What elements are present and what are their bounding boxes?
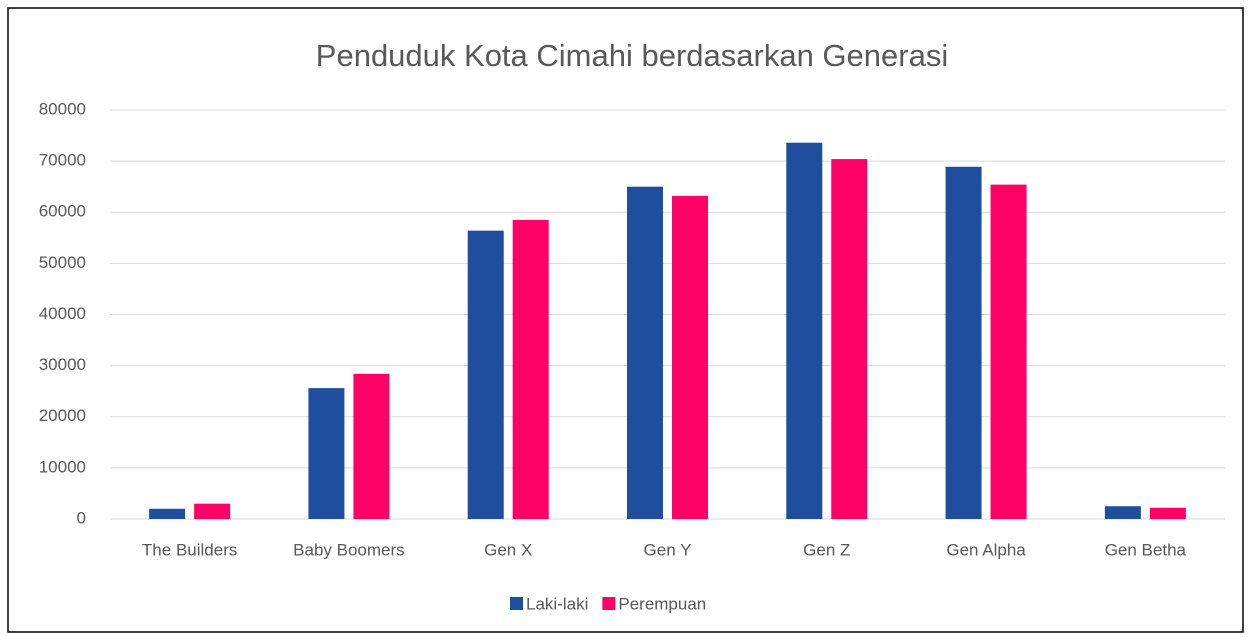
y-tick-label: 10000 — [39, 457, 86, 476]
legend-label: Perempuan — [618, 594, 706, 613]
bar — [1104, 506, 1141, 519]
y-tick-label: 0 — [77, 508, 86, 527]
y-tick-label: 40000 — [39, 304, 86, 323]
y-tick-label: 30000 — [39, 355, 86, 374]
x-tick-label: Gen Betha — [1105, 540, 1187, 559]
legend-label: Laki-laki — [526, 594, 588, 613]
x-tick-label: Baby Boomers — [293, 540, 405, 559]
bar — [353, 373, 390, 519]
x-tick-label: Gen Z — [803, 540, 850, 559]
bar — [945, 166, 982, 519]
bar — [512, 219, 549, 519]
bar — [308, 388, 345, 519]
y-tick-label: 80000 — [39, 99, 86, 118]
bar — [194, 503, 231, 519]
y-tick-label: 70000 — [39, 151, 86, 170]
legend-swatch — [510, 597, 523, 610]
bar — [831, 159, 868, 519]
y-tick-label: 60000 — [39, 202, 86, 221]
bar — [672, 195, 708, 519]
bar — [627, 186, 663, 519]
bar — [467, 230, 504, 519]
y-tick-label: 50000 — [39, 253, 86, 272]
bar — [786, 142, 823, 519]
bar — [149, 508, 186, 519]
y-tick-label: 20000 — [39, 406, 86, 425]
legend-swatch — [602, 597, 616, 610]
x-tick-label: Gen X — [484, 540, 532, 559]
bar — [1149, 507, 1186, 519]
x-tick-label: Gen Alpha — [946, 540, 1026, 559]
bar — [990, 184, 1027, 519]
chart-title: Penduduk Kota Cimahi berdasarkan Generas… — [316, 38, 948, 73]
x-tick-label: The Builders — [142, 540, 237, 559]
x-tick-label: Gen Y — [644, 540, 692, 559]
chart-border — [7, 7, 1244, 633]
